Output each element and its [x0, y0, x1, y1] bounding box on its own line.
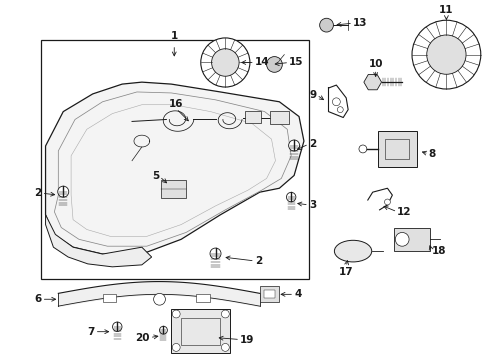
Polygon shape: [363, 75, 381, 90]
Text: 2: 2: [34, 188, 41, 198]
Text: 12: 12: [396, 207, 411, 217]
Text: 16: 16: [169, 99, 183, 109]
Circle shape: [337, 107, 343, 113]
Circle shape: [159, 326, 167, 334]
Circle shape: [221, 310, 229, 318]
Bar: [181, 318, 220, 346]
Circle shape: [153, 293, 165, 305]
Text: 1: 1: [170, 31, 178, 41]
Circle shape: [221, 343, 229, 351]
Text: 5: 5: [152, 171, 159, 181]
Bar: [41, 40, 308, 279]
Circle shape: [288, 140, 299, 151]
Circle shape: [411, 20, 480, 89]
Bar: [171, 309, 230, 353]
Bar: [377, 131, 416, 167]
Text: 2: 2: [254, 256, 262, 266]
Bar: [244, 111, 260, 123]
Text: 9: 9: [309, 90, 316, 100]
Text: 10: 10: [367, 59, 382, 69]
Text: 3: 3: [308, 200, 315, 210]
Circle shape: [112, 322, 122, 332]
Text: 4: 4: [293, 289, 301, 300]
Polygon shape: [45, 82, 304, 254]
Text: 18: 18: [431, 246, 445, 256]
Bar: [102, 294, 116, 302]
Text: 8: 8: [428, 149, 435, 159]
Bar: [269, 111, 288, 124]
Circle shape: [266, 57, 282, 72]
Bar: [263, 291, 275, 298]
Text: 11: 11: [438, 5, 453, 15]
Circle shape: [209, 248, 221, 259]
Bar: [385, 139, 408, 159]
Circle shape: [394, 233, 408, 246]
Circle shape: [358, 145, 366, 153]
Polygon shape: [45, 215, 151, 267]
Text: 14: 14: [254, 58, 269, 67]
Circle shape: [286, 192, 295, 202]
Text: 19: 19: [240, 334, 254, 345]
Circle shape: [58, 186, 69, 197]
Bar: [259, 287, 279, 302]
Circle shape: [172, 310, 180, 318]
Text: 6: 6: [34, 294, 41, 304]
Circle shape: [384, 199, 389, 205]
Text: 7: 7: [87, 327, 95, 337]
Bar: [161, 180, 185, 198]
Ellipse shape: [334, 240, 371, 262]
Text: 15: 15: [288, 58, 303, 67]
Text: 20: 20: [135, 333, 149, 343]
Text: 13: 13: [352, 18, 367, 28]
Circle shape: [211, 49, 239, 76]
Circle shape: [201, 38, 249, 87]
Text: 2: 2: [308, 139, 315, 149]
Circle shape: [426, 35, 465, 74]
Circle shape: [332, 98, 340, 106]
Bar: [393, 228, 429, 251]
Text: 17: 17: [338, 267, 353, 277]
Bar: [196, 294, 209, 302]
Circle shape: [172, 343, 180, 351]
Circle shape: [319, 18, 333, 32]
